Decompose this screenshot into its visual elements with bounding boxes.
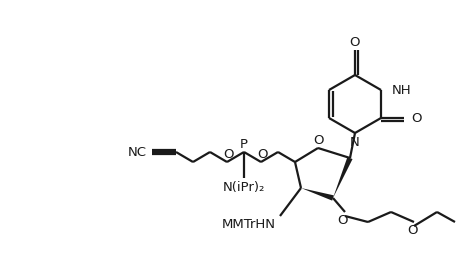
Text: NH: NH <box>392 83 412 96</box>
Polygon shape <box>333 157 352 198</box>
Text: N: N <box>350 136 360 149</box>
Text: P: P <box>240 138 248 151</box>
Text: O: O <box>223 147 233 160</box>
Text: NC: NC <box>128 146 147 159</box>
Text: O: O <box>314 134 324 147</box>
Text: N(iPr)₂: N(iPr)₂ <box>223 180 265 193</box>
Text: O: O <box>257 147 267 160</box>
Text: O: O <box>407 224 417 237</box>
Text: O: O <box>411 111 422 124</box>
Text: O: O <box>338 214 348 227</box>
Polygon shape <box>301 188 334 201</box>
Text: MMTrHN: MMTrHN <box>222 218 276 231</box>
Text: O: O <box>350 37 360 50</box>
